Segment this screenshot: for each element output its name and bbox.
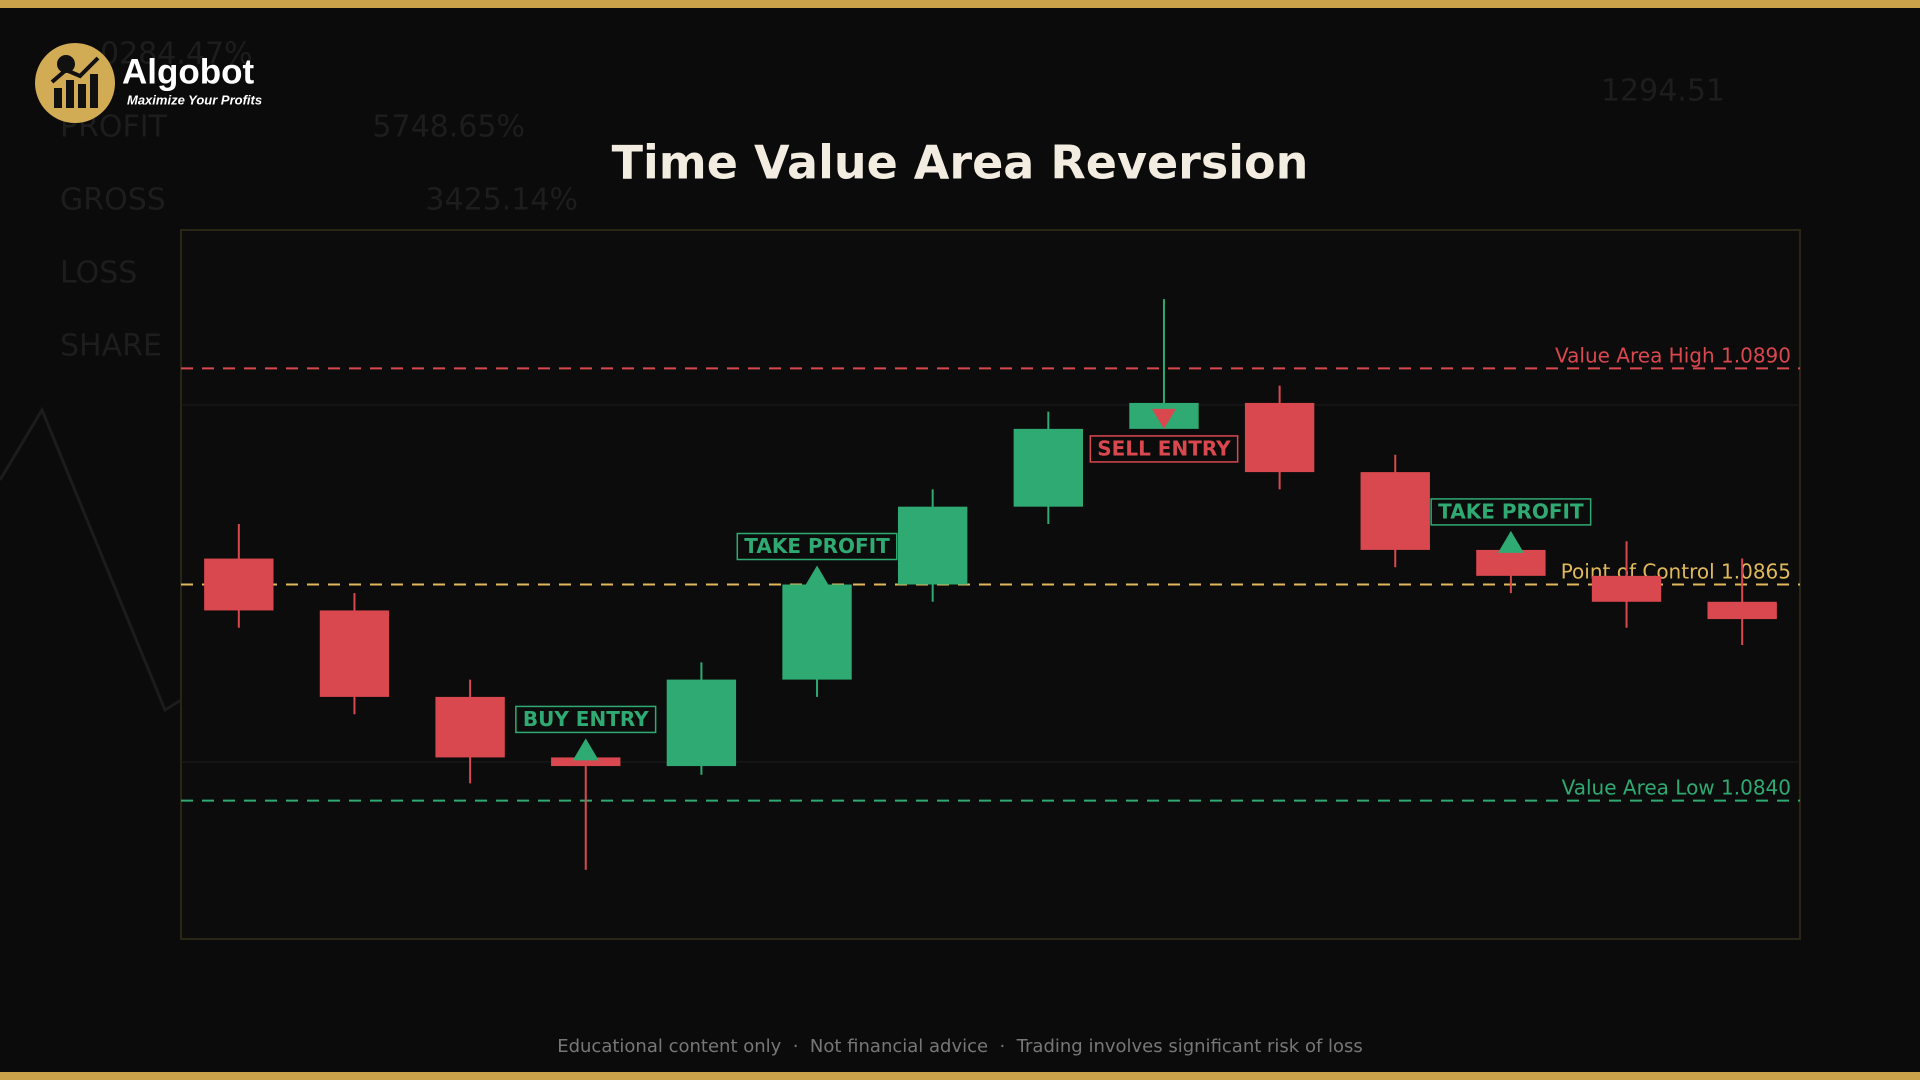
candle-body xyxy=(435,696,505,758)
candle-body xyxy=(1244,402,1315,473)
signal-label: TAKE PROFIT xyxy=(1438,499,1584,523)
candle-body xyxy=(204,558,274,611)
candle-body xyxy=(551,757,621,767)
logo: Algobot Maximize Your Profits xyxy=(35,43,262,123)
watermark-line xyxy=(0,406,182,713)
logo-icon xyxy=(90,74,98,108)
candle-body xyxy=(319,610,390,697)
signal-arrow xyxy=(804,565,831,588)
level-label: Value Area High 1.0890 xyxy=(1555,343,1791,367)
bottom-bar xyxy=(0,1072,1920,1080)
signal-label: SELL ENTRY xyxy=(1097,436,1231,460)
watermark-text: 5748.65% xyxy=(372,110,525,145)
logo-icon xyxy=(54,88,62,108)
level-name: Value Area Low xyxy=(1562,775,1715,799)
signal-box xyxy=(736,532,898,561)
signal-arrow xyxy=(1151,408,1176,429)
brand-tagline: Maximize Your Profits xyxy=(127,92,262,107)
candle-body xyxy=(1013,428,1084,507)
signal-box xyxy=(515,705,657,734)
signal-box xyxy=(1430,498,1592,526)
watermark-text: 0284.47% xyxy=(100,37,253,72)
watermark-text: GROSS xyxy=(60,183,166,218)
logo-badge xyxy=(35,43,115,123)
signal-arrow xyxy=(1497,530,1524,553)
logo-icon xyxy=(57,55,75,73)
level-value: 1.0840 xyxy=(1721,775,1791,799)
watermark-text: SHARE xyxy=(60,329,162,364)
candle-body xyxy=(782,584,852,680)
chart-title: Time Value Area Reversion xyxy=(612,136,1309,190)
watermark-text: LOSS xyxy=(60,256,137,291)
logo-icon xyxy=(50,56,100,84)
candle-body xyxy=(666,679,737,767)
logo-icon xyxy=(66,80,74,108)
level-value: 1.0890 xyxy=(1721,343,1791,367)
watermark-text: 3425.14% xyxy=(425,183,578,218)
signal-label: BUY ENTRY xyxy=(523,707,649,731)
candle-body xyxy=(1360,472,1430,550)
candle-body xyxy=(1707,601,1777,620)
footer: Educational content only · Not financial… xyxy=(557,1036,1363,1057)
top-bar xyxy=(0,0,1920,8)
signal-box xyxy=(1089,435,1239,463)
signal-arrow xyxy=(572,738,599,761)
candle-body xyxy=(897,506,968,585)
signal-label: TAKE PROFIT xyxy=(744,534,890,558)
brand-name: Algobot xyxy=(122,52,255,91)
candle-body xyxy=(1591,575,1662,602)
candle-body xyxy=(1476,549,1546,576)
level-label: Value Area Low 1.0840 xyxy=(1562,775,1791,799)
level-name: Value Area High xyxy=(1555,343,1715,367)
watermark-text: 1294.51 xyxy=(1601,74,1725,109)
logo-icon xyxy=(78,84,86,108)
level-value: 1.0865 xyxy=(1721,559,1791,583)
watermark: 0284.47%PROFIT 5748.65%GROSS 3425.14%LOSSS… xyxy=(60,37,1725,364)
